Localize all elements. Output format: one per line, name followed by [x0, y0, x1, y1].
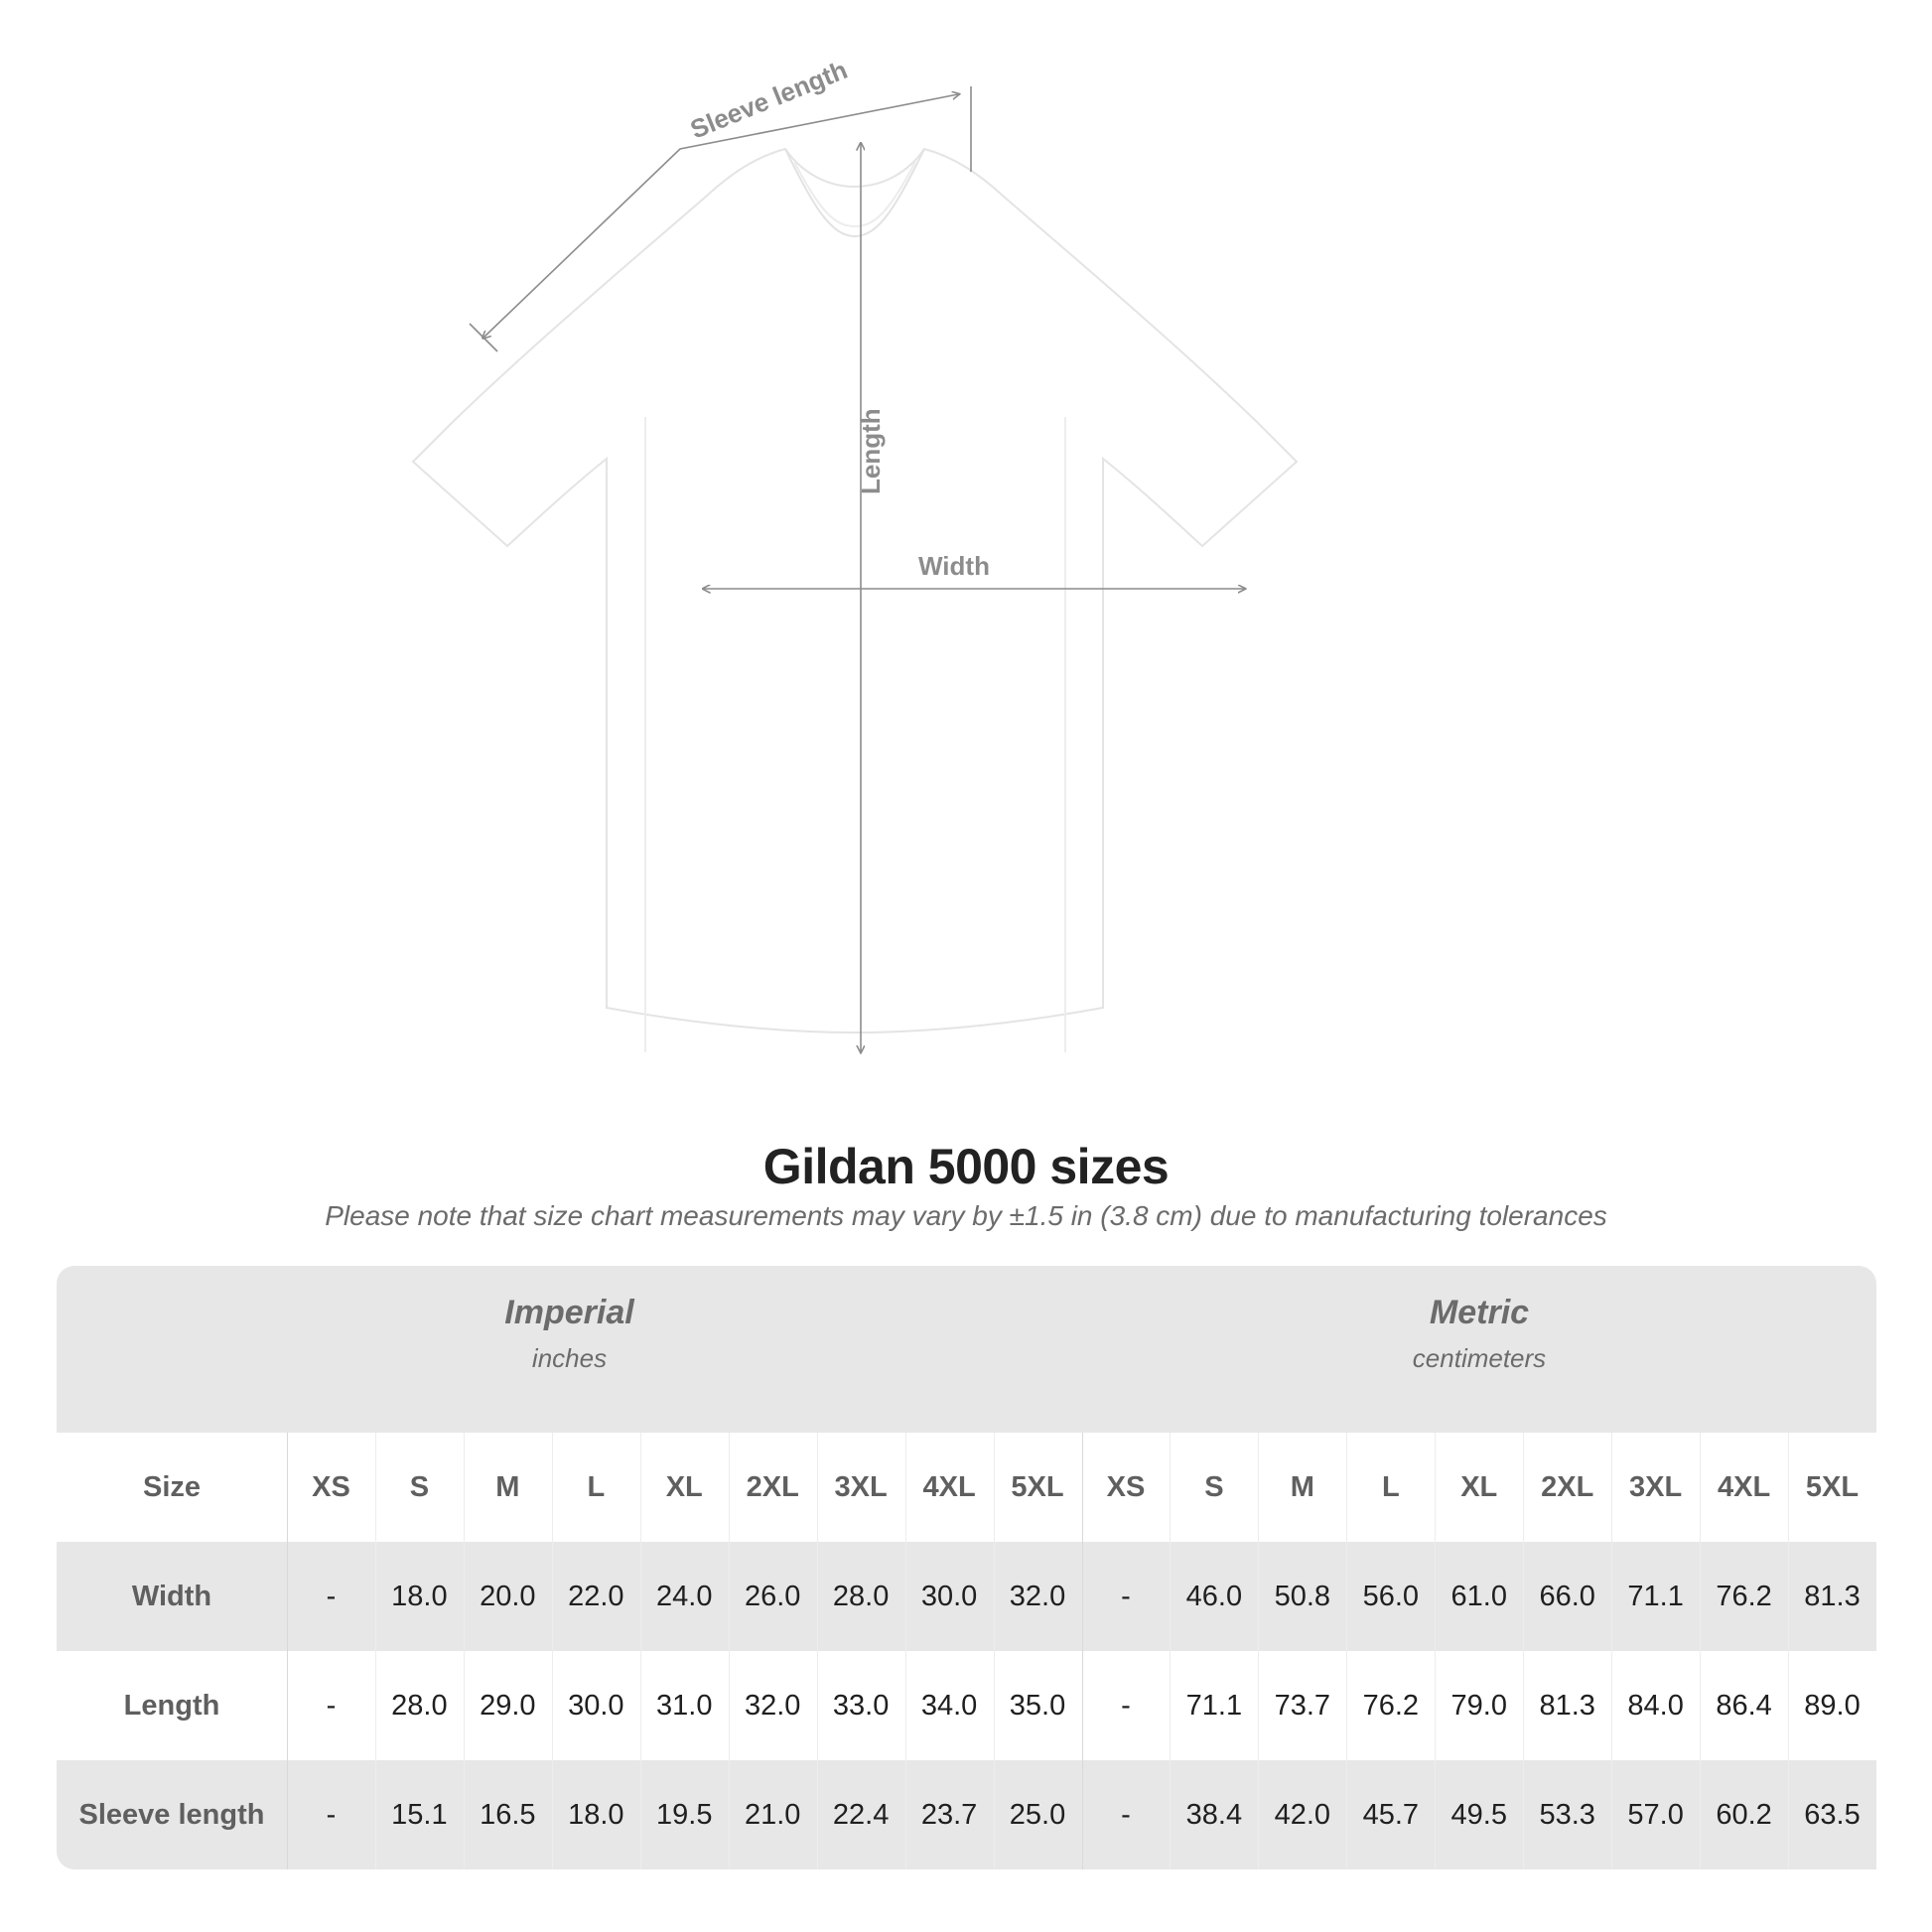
svg-text:Width: Width [918, 551, 990, 581]
svg-text:Length: Length [856, 408, 886, 494]
